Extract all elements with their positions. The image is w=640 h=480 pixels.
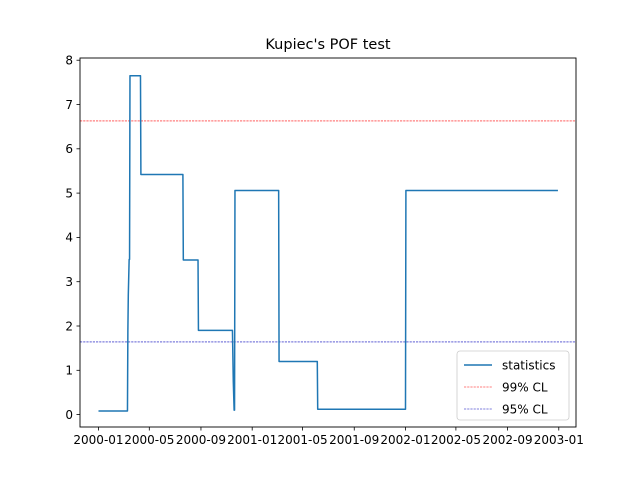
y-tick-label-0: 0 (65, 408, 73, 422)
y-tick-label-1: 1 (65, 364, 73, 378)
x-tick-label-4: 2001-05 (278, 433, 328, 447)
legend: statistics 99% CL 95% CL (456, 350, 570, 421)
reference-lines (80, 120, 576, 343)
x-tick-label-7: 2002-05 (431, 433, 481, 447)
x-tick-label-5: 2001-09 (329, 433, 379, 447)
x-tick-label-3: 2001-01 (227, 433, 277, 447)
x-axis: 2000-01 2000-05 2000-09 2001-01 2001-05 2001-… (73, 427, 584, 447)
y-tick-label-2: 2 (65, 319, 73, 333)
y-tick-label-4: 4 (65, 231, 73, 245)
y-tick-label-7: 7 (65, 98, 73, 112)
series-line-0 (98, 74, 558, 412)
plot-frame (79, 57, 577, 428)
y-tick-label-8: 8 (65, 54, 73, 68)
y-tick-label-5: 5 (65, 186, 73, 200)
x-tick-label-8: 2002-09 (482, 433, 532, 447)
x-tick-label-9: 2003-01 (534, 433, 584, 447)
x-tick-label-1: 2000-05 (124, 433, 174, 447)
legend-box (456, 350, 570, 421)
legend-label-1: 99% CL (502, 380, 548, 394)
y-tick-label-3: 3 (65, 275, 73, 289)
x-tick-label-0: 2000-01 (73, 433, 123, 447)
legend-label-2: 95% CL (502, 402, 548, 416)
x-tick-label-6: 2002-01 (380, 433, 430, 447)
x-tick-label-2: 2000-09 (176, 433, 226, 447)
legend-label-0: statistics (502, 358, 556, 372)
y-axis: 0 1 2 3 4 5 6 7 8 (65, 54, 80, 422)
chart-title: Kupiec's POF test (265, 37, 391, 53)
y-tick-label-6: 6 (65, 142, 73, 156)
series-lines (98, 74, 558, 412)
